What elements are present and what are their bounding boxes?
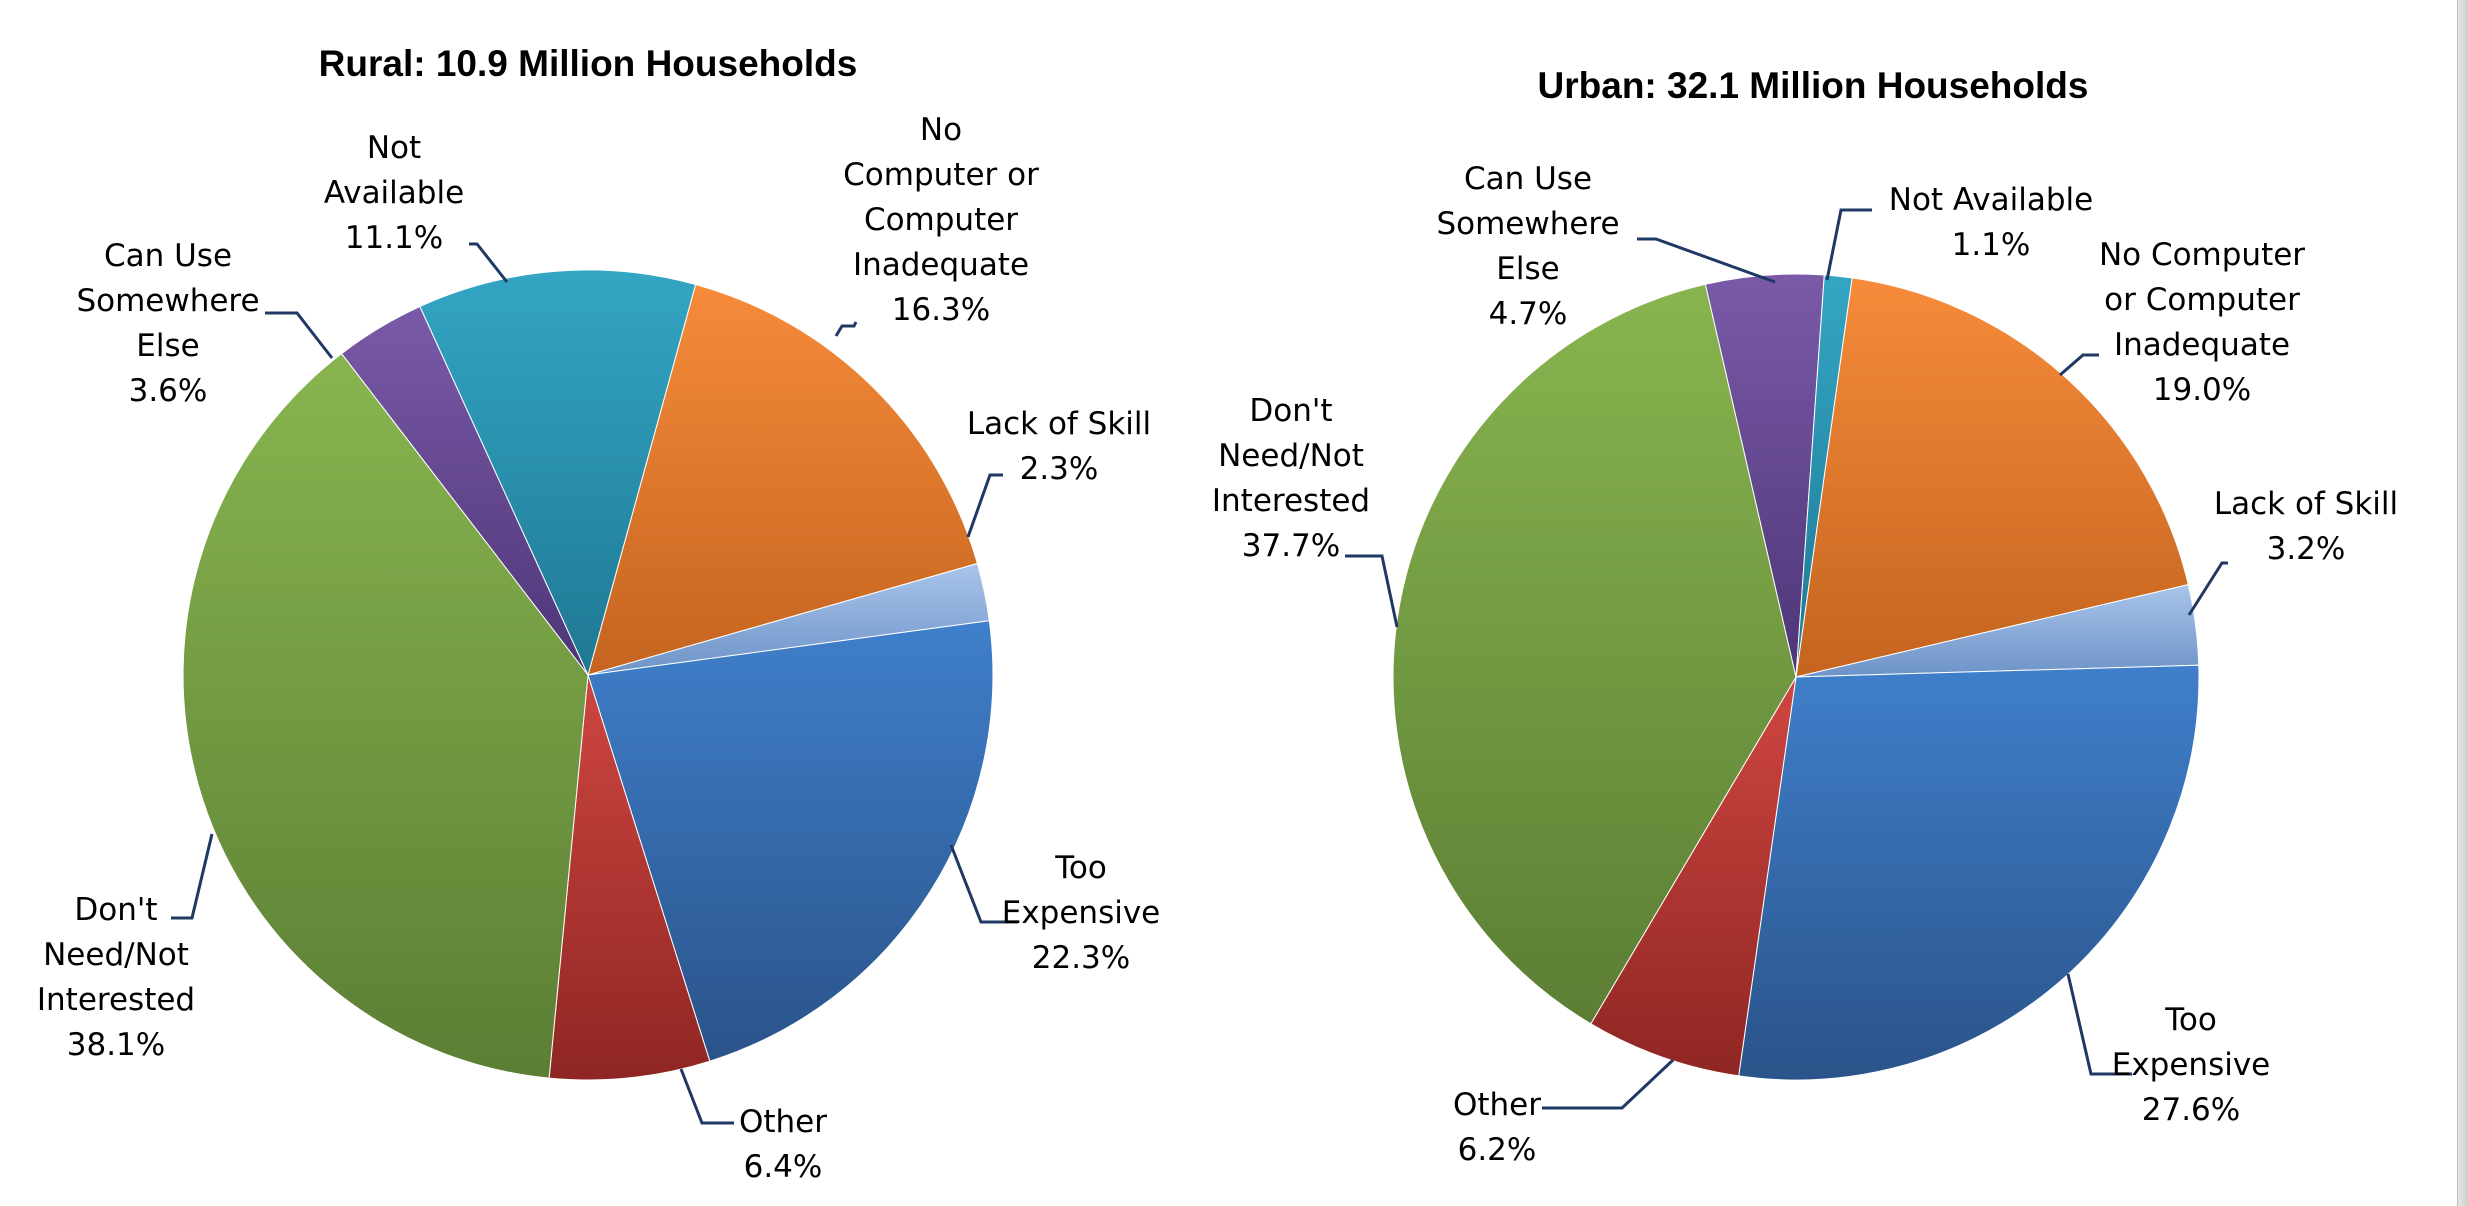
urban-slice-no-computer-or-computer-inadequate <box>1795 277 2189 678</box>
rural-leader-line-lack-of-skill <box>966 473 1003 538</box>
rural-slice-other <box>548 674 711 1081</box>
window-scrollbar-edge[interactable] <box>2457 0 2468 1206</box>
rural-leader-line-can-use-somewhere-else <box>265 311 334 359</box>
rural-label-no-computer-or-computer-inadequate: No Computer or Computer Inadequate 16.3% <box>843 112 1039 328</box>
rural-leader-line-not-available <box>469 242 509 283</box>
rural-label-lack-of-skill: Lack of Skill 2.3% <box>967 406 1151 487</box>
rural-chart-title: Rural: 10.9 Million Households <box>319 43 858 84</box>
urban-label-too-expensive: Too Expensive 27.6% <box>2112 1002 2271 1128</box>
rural-leader-line-too-expensive <box>949 844 1018 924</box>
rural-slice-too-expensive <box>587 620 994 1062</box>
urban-leader-line-lack-of-skill <box>2187 561 2228 616</box>
urban-leader-line-can-use-somewhere-else <box>1637 237 1776 284</box>
rural-pie-labels: No Computer or Computer Inadequate 16.3% Lack… <box>37 112 1160 1185</box>
urban-label-don-t-need-not-interested: Don't Need/Not Interested 37.7% <box>1212 393 1370 564</box>
urban-leader-line-other <box>1542 1058 1675 1110</box>
rural-label-don-t-need-not-interested: Don't Need/Not Interested 38.1% <box>37 892 195 1063</box>
urban-label-no-computer-or-computer-inadequate: No Computer or Computer Inadequate 19.0% <box>2099 237 2305 408</box>
rural-slice-don-t-need-not-interested <box>182 352 589 1079</box>
urban-slice-other <box>1590 676 1797 1077</box>
urban-leader-line-too-expensive <box>2066 973 2132 1076</box>
urban-leader-line-don-t-need-not-interested <box>1345 554 1399 628</box>
rural-slice-not-available <box>419 269 697 677</box>
rural-label-other: Other 6.4% <box>739 1104 827 1185</box>
urban-chart-title: Urban: 32.1 Million Households <box>1538 65 2089 106</box>
rural-leader-line-don-t-need-not-interested <box>171 833 214 920</box>
rural-slice-no-computer-or-computer-inadequate <box>587 283 979 676</box>
urban-label-not-available: Not Available 1.1% <box>1889 182 2093 263</box>
urban-label-lack-of-skill: Lack of Skill 3.2% <box>2214 486 2398 567</box>
rural-label-too-expensive: Too Expensive 22.3% <box>1002 850 1161 976</box>
rural-pie-slices <box>182 269 994 1081</box>
urban-label-can-use-somewhere-else: Can Use Somewhere Else 4.7% <box>1436 161 1619 332</box>
urban-slice-don-t-need-not-interested <box>1392 283 1797 1025</box>
urban-slice-too-expensive <box>1738 664 2200 1081</box>
urban-pie-labels: No Computer or Computer Inadequate 19.0% Lac… <box>1212 161 2398 1168</box>
urban-leader-line-not-available <box>1825 208 1872 281</box>
rural-leader-line-no-computer-or-computer-inadequate <box>834 321 858 337</box>
urban-slice-not-available <box>1795 274 1853 678</box>
rural-label-not-available: Not Available 11.1% <box>324 130 464 256</box>
rural-leader-line-other <box>679 1068 734 1125</box>
urban-leader-line-no-computer-or-computer-inadequate <box>2059 353 2099 377</box>
rural-pie-chart: Rural: 10.9 Million Households No Compute… <box>37 43 1160 1185</box>
urban-pie-chart: Urban: 32.1 Million Households No Comput… <box>1212 65 2398 1168</box>
rural-label-can-use-somewhere-else: Can Use Somewhere Else 3.6% <box>76 238 259 409</box>
urban-label-other: Other 6.2% <box>1453 1087 1541 1168</box>
urban-pie-slices <box>1392 273 2200 1081</box>
